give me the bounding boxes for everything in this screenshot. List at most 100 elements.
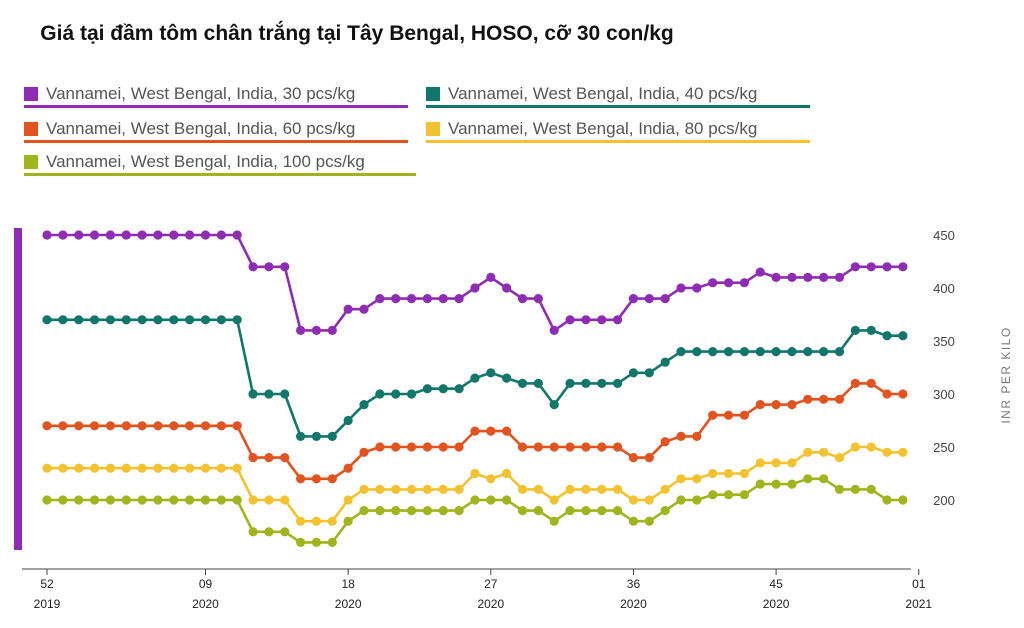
data-point[interactable] — [565, 315, 575, 325]
data-point[interactable] — [502, 468, 512, 479]
data-point[interactable] — [375, 442, 385, 452]
data-point[interactable] — [660, 484, 670, 494]
data-point[interactable] — [422, 506, 432, 516]
data-point[interactable] — [597, 484, 607, 494]
data-point[interactable] — [850, 484, 860, 494]
legend-item-100[interactable]: Vannamei, West Bengal, India, 100 pcs/kg — [24, 148, 416, 176]
data-point[interactable] — [803, 347, 813, 357]
data-point[interactable] — [470, 373, 480, 383]
data-point[interactable] — [533, 378, 543, 388]
data-point[interactable] — [644, 368, 654, 378]
data-point[interactable] — [723, 468, 734, 479]
data-point[interactable] — [628, 294, 639, 304]
data-point[interactable] — [787, 479, 797, 489]
data-point[interactable] — [470, 426, 480, 436]
data-point[interactable] — [359, 506, 369, 516]
data-point[interactable] — [42, 463, 52, 473]
data-point[interactable] — [454, 506, 464, 516]
data-point[interactable] — [533, 506, 543, 516]
data-point[interactable] — [628, 453, 639, 463]
data-point[interactable] — [597, 315, 607, 325]
data-point[interactable] — [549, 442, 559, 452]
data-point[interactable] — [391, 442, 401, 452]
data-point[interactable] — [264, 262, 274, 272]
data-point[interactable] — [803, 474, 813, 484]
data-point[interactable] — [296, 474, 306, 484]
data-point[interactable] — [296, 325, 306, 335]
data-point[interactable] — [549, 325, 559, 335]
data-point[interactable] — [470, 495, 480, 505]
data-point[interactable] — [628, 516, 639, 526]
data-point[interactable] — [343, 304, 353, 314]
data-point[interactable] — [454, 442, 464, 452]
data-point[interactable] — [89, 315, 100, 325]
data-point[interactable] — [359, 400, 369, 410]
data-point[interactable] — [549, 495, 559, 505]
data-point[interactable] — [581, 442, 591, 452]
data-point[interactable] — [866, 262, 876, 272]
data-point[interactable] — [311, 325, 322, 335]
data-point[interactable] — [296, 537, 306, 548]
data-point[interactable] — [169, 421, 179, 431]
data-point[interactable] — [185, 315, 195, 325]
data-point[interactable] — [232, 315, 242, 325]
data-point[interactable] — [343, 463, 353, 473]
data-point[interactable] — [42, 421, 52, 431]
data-point[interactable] — [327, 516, 337, 526]
data-point[interactable] — [755, 458, 765, 468]
data-point[interactable] — [200, 463, 211, 473]
data-point[interactable] — [232, 230, 242, 240]
data-point[interactable] — [723, 347, 734, 357]
data-point[interactable] — [200, 315, 211, 325]
data-point[interactable] — [216, 230, 226, 240]
data-point[interactable] — [692, 347, 702, 357]
data-point[interactable] — [486, 474, 496, 484]
data-point[interactable] — [819, 394, 829, 404]
data-point[interactable] — [486, 368, 496, 378]
data-point[interactable] — [723, 410, 734, 420]
data-point[interactable] — [422, 442, 432, 452]
data-point[interactable] — [771, 400, 781, 410]
data-point[interactable] — [834, 394, 845, 404]
data-point[interactable] — [327, 537, 337, 548]
data-point[interactable] — [105, 315, 115, 325]
data-point[interactable] — [771, 347, 781, 357]
data-point[interactable] — [866, 325, 876, 335]
data-point[interactable] — [422, 384, 432, 394]
data-point[interactable] — [882, 447, 892, 457]
data-point[interactable] — [137, 421, 147, 431]
data-point[interactable] — [42, 495, 52, 505]
data-point[interactable] — [232, 463, 242, 473]
data-point[interactable] — [454, 294, 464, 304]
data-point[interactable] — [819, 347, 829, 357]
data-point[interactable] — [280, 453, 290, 463]
legend-item-30[interactable]: Vannamei, West Bengal, India, 30 pcs/kg — [24, 80, 408, 108]
data-point[interactable] — [311, 474, 322, 484]
data-point[interactable] — [502, 283, 512, 293]
data-point[interactable] — [327, 431, 337, 441]
data-point[interactable] — [755, 267, 765, 277]
data-point[interactable] — [803, 272, 813, 282]
data-point[interactable] — [644, 453, 654, 463]
data-point[interactable] — [613, 315, 623, 325]
data-point[interactable] — [359, 484, 369, 494]
data-point[interactable] — [613, 378, 623, 388]
data-point[interactable] — [581, 315, 591, 325]
data-point[interactable] — [74, 463, 84, 473]
data-point[interactable] — [723, 490, 734, 500]
legend-item-60[interactable]: Vannamei, West Bengal, India, 60 pcs/kg — [24, 115, 408, 143]
data-point[interactable] — [692, 474, 702, 484]
data-point[interactable] — [406, 389, 417, 399]
data-point[interactable] — [121, 315, 131, 325]
data-point[interactable] — [882, 262, 892, 272]
data-point[interactable] — [406, 294, 417, 304]
data-point[interactable] — [264, 453, 274, 463]
data-point[interactable] — [359, 304, 369, 314]
data-point[interactable] — [391, 389, 401, 399]
data-point[interactable] — [739, 347, 750, 357]
data-point[interactable] — [185, 421, 195, 431]
data-point[interactable] — [216, 421, 226, 431]
data-point[interactable] — [280, 389, 290, 399]
data-point[interactable] — [866, 378, 876, 388]
data-point[interactable] — [533, 442, 543, 452]
